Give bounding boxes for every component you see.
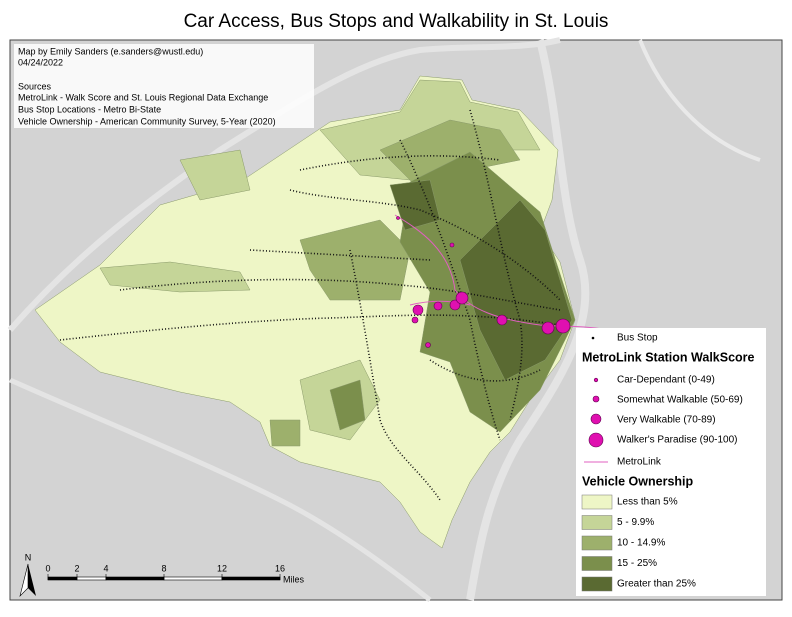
bus-stops [119, 278, 561, 311]
credits-date: 04/24/2022 [18, 57, 63, 67]
north-label: N [25, 552, 32, 562]
tract-area [329, 379, 366, 431]
bus-stops [469, 109, 523, 421]
bus-stops [249, 249, 431, 261]
legend-swatch [581, 535, 613, 551]
legend-symbol [593, 377, 599, 383]
scale-label: 0 [45, 563, 50, 573]
metrolink-line [409, 300, 471, 306]
credits-author: Map by Emily Sanders (e.sanders@wustl.ed… [18, 46, 203, 56]
legend-label: Walker's Paradise (90-100) [617, 435, 737, 446]
stations [396, 216, 571, 348]
scale-segment [105, 576, 165, 581]
source: Bus Stop Locations - Metro Bi-State [18, 104, 161, 114]
river [8, 377, 432, 602]
credits-box [14, 44, 314, 128]
legend-swatch [581, 576, 613, 592]
legend-swatch [581, 494, 613, 510]
source: MetroLink - Walk Score and St. Louis Reg… [18, 92, 268, 102]
scale-label: 2 [74, 563, 79, 573]
station [496, 314, 508, 326]
legend-heading: Vehicle Ownership [582, 474, 694, 488]
station [412, 304, 424, 316]
legend-swatch [581, 515, 613, 530]
tract-area [269, 419, 301, 447]
scale-label: 8 [161, 563, 166, 573]
legend-symbol [590, 413, 602, 425]
station [449, 242, 455, 248]
tract-area [459, 199, 573, 381]
map-title: Car Access, Bus Stops and Walkability in… [184, 11, 609, 32]
scale-label: 4 [103, 563, 108, 573]
station [449, 299, 461, 311]
scale-segment [47, 576, 78, 581]
tract-area [299, 219, 411, 301]
legend-label: 5 - 9.9% [617, 517, 654, 528]
legend-label: Very Walkable (70-89) [617, 415, 716, 426]
legend-label: 15 - 25% [617, 558, 657, 569]
legend-label: Car-Dependant (0-49) [617, 375, 715, 386]
station [555, 318, 571, 334]
legend-label: MetroLink [617, 457, 662, 468]
legend-swatch [581, 556, 613, 571]
tract-area [179, 149, 251, 201]
scale-segment [221, 576, 281, 581]
legend-label: Less than 5% [617, 497, 678, 508]
bus-stops [399, 139, 501, 441]
ownership-legend: Less than 5% 5 - 9.9% 10 - 14.9% 15 - 25% Gr… [581, 494, 696, 592]
legend-label: Greater than 25% [617, 579, 696, 590]
legend-symbol [592, 395, 600, 403]
scale-unit: Miles [283, 574, 305, 584]
station [455, 291, 469, 305]
tract-area [99, 261, 251, 293]
source: Vehicle Ownership - American Community S… [18, 116, 276, 126]
legend-symbol [588, 432, 604, 448]
north-arrow [19, 563, 29, 597]
station [433, 301, 443, 311]
tract-area [389, 179, 441, 231]
legend-label: Somewhat Walkable (50-69) [617, 395, 743, 406]
station [411, 316, 419, 324]
legend-label: 10 - 14.9% [617, 538, 665, 549]
river [638, 39, 761, 162]
scale-segment [163, 576, 223, 581]
north-arrow [28, 564, 36, 596]
station [425, 342, 431, 348]
bus-stops [299, 155, 501, 171]
sources-heading: Sources [18, 81, 52, 91]
bus-stops [289, 189, 561, 301]
legend-heading: MetroLink Station WalkScore [582, 350, 755, 364]
scale-label: 12 [217, 563, 227, 573]
scale-segment [76, 576, 107, 581]
legend-bus-symbol [591, 336, 595, 340]
station [396, 216, 400, 220]
station [541, 321, 555, 335]
scale-label: 16 [275, 563, 285, 573]
legend-label: Bus Stop [617, 333, 658, 344]
